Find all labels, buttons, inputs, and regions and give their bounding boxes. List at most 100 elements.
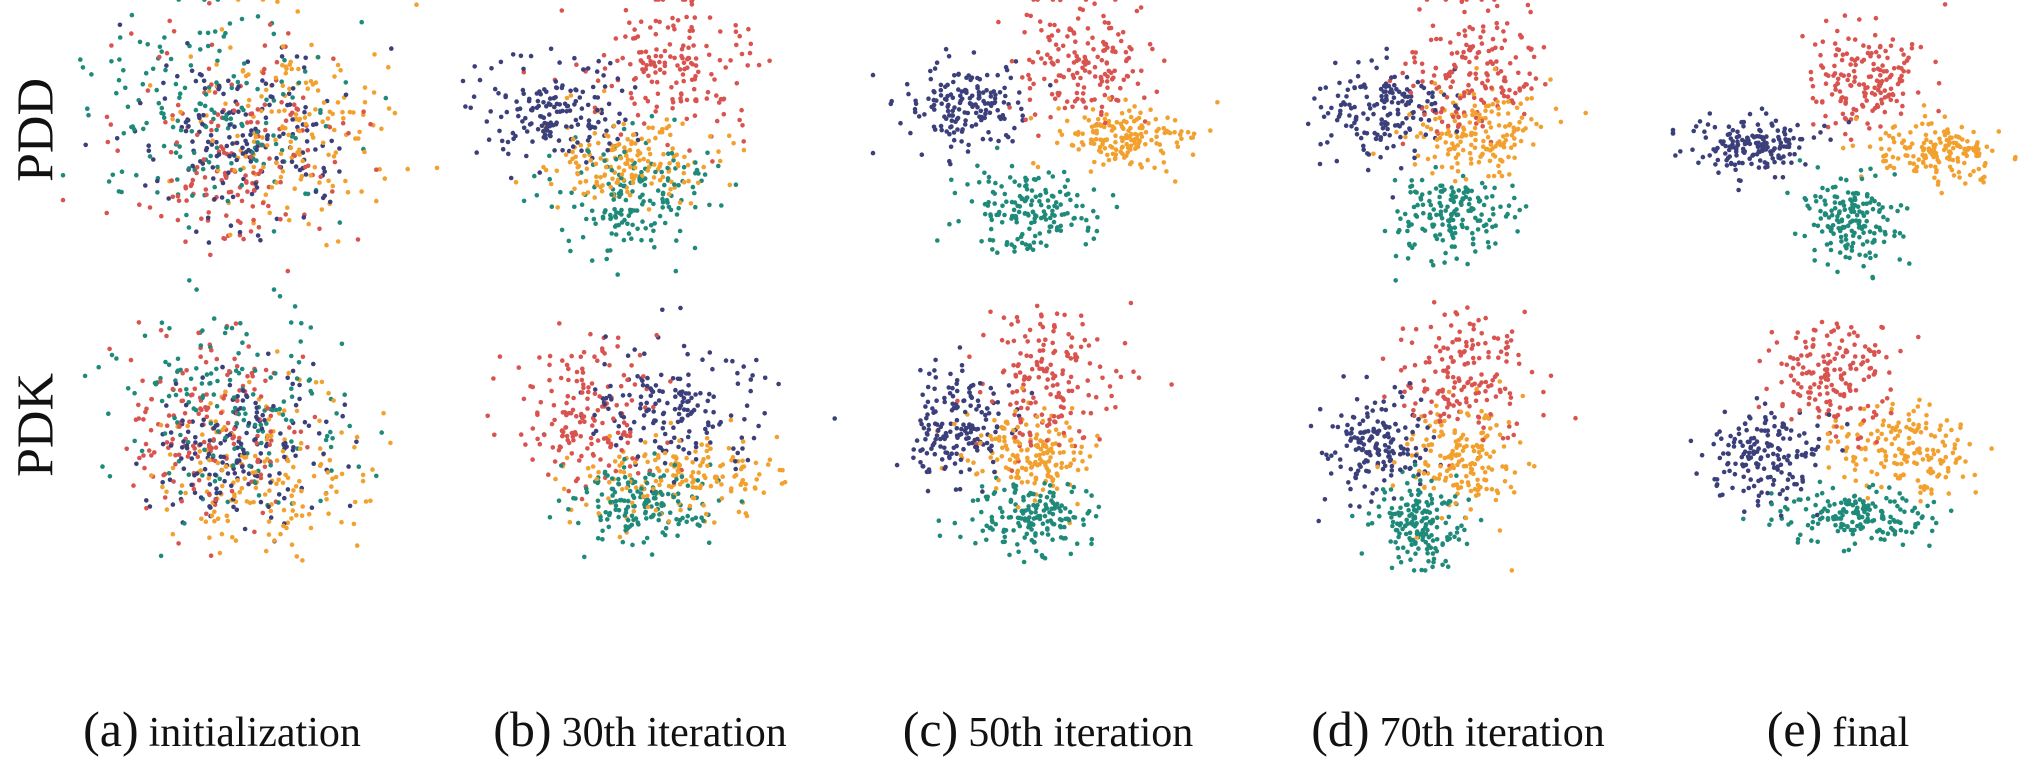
scatter-point: [714, 93, 719, 98]
scatter-point: [696, 180, 701, 186]
scatter-point: [1470, 236, 1476, 241]
scatter-point: [1873, 253, 1878, 259]
scatter-point: [1900, 103, 1905, 109]
scatter-point: [681, 180, 687, 185]
scatter-point: [714, 118, 720, 124]
scatter-point: [249, 128, 254, 133]
scatter-point: [538, 399, 544, 405]
scatter-point: [1119, 145, 1125, 150]
scatter-point: [570, 407, 576, 413]
scatter-point: [1066, 53, 1071, 59]
scatter-point: [1162, 58, 1167, 63]
scatter-point: [205, 30, 211, 36]
scatter-point: [345, 190, 351, 195]
scatter-point: [1143, 129, 1149, 135]
scatter-point: [145, 88, 151, 93]
scatter-point: [577, 95, 583, 100]
scatter-point: [327, 124, 333, 130]
scatter-point: [1215, 100, 1220, 105]
scatter-point: [1890, 135, 1896, 141]
scatter-point: [1835, 81, 1840, 86]
scatter-point: [382, 176, 388, 181]
scatter-point: [1035, 0, 1040, 2]
scatter-point: [1949, 135, 1954, 141]
scatter-point: [317, 180, 322, 185]
scatter-point: [711, 409, 716, 415]
scatter-point: [460, 78, 466, 84]
scatter-point: [1074, 203, 1079, 209]
scatter-point: [753, 460, 759, 466]
scatter-point: [947, 221, 952, 227]
scatter-point: [1129, 132, 1134, 137]
scatter-point: [258, 238, 263, 243]
scatter-point: [629, 236, 634, 241]
scatter-point: [1950, 145, 1956, 151]
scatter-point: [698, 390, 703, 396]
scatter-point: [202, 86, 208, 91]
scatter-point: [961, 446, 966, 452]
scatter-point: [1380, 125, 1386, 131]
scatter-point: [1364, 94, 1370, 100]
scatter-point: [1520, 128, 1526, 133]
scatter-point: [138, 100, 143, 106]
scatter-point: [234, 140, 240, 146]
scatter-point: [199, 381, 205, 386]
scatter-point: [255, 86, 260, 92]
scatter-point: [632, 27, 637, 32]
scatter-point: [602, 351, 607, 356]
scatter-point: [1842, 207, 1848, 212]
scatter-point: [552, 148, 557, 153]
scatter-point: [1506, 99, 1511, 104]
scatter-point: [287, 62, 293, 67]
scatter-point: [1374, 65, 1379, 71]
scatter-point: [1853, 107, 1859, 113]
scatter-point: [663, 525, 669, 531]
scatter-point: [177, 387, 183, 393]
scatter-point: [575, 171, 581, 177]
scatter-point: [1133, 146, 1138, 151]
scatter-panel-r0-c1: [460, 0, 772, 277]
scatter-point: [1431, 73, 1437, 78]
scatter-point: [1402, 211, 1408, 217]
scatter-point: [948, 92, 954, 97]
scatter-point: [638, 401, 644, 407]
scatter-point: [521, 396, 527, 402]
scatter-point: [347, 503, 353, 509]
scatter-point: [1865, 192, 1870, 197]
scatter-point: [566, 366, 571, 372]
scatter-point: [1047, 510, 1052, 515]
scatter-point: [595, 438, 601, 443]
scatter-point: [1121, 118, 1127, 124]
scatter-point: [951, 79, 956, 85]
scatter-point: [266, 504, 271, 510]
scatter-point: [693, 170, 698, 176]
scatter-point: [286, 370, 292, 376]
scatter-point: [168, 56, 174, 62]
scatter-point: [554, 168, 560, 174]
scatter-panel-r0-c0: [60, 0, 440, 283]
scatter-point: [547, 353, 553, 359]
scatter-point: [527, 96, 532, 102]
scatter-point: [209, 42, 215, 48]
scatter-point: [232, 446, 237, 452]
scatter-point: [1068, 356, 1074, 361]
scatter-point: [599, 492, 605, 497]
scatter-point: [1934, 154, 1939, 159]
scatter-point: [926, 427, 932, 432]
scatter-point: [255, 233, 261, 238]
scatter-point: [530, 426, 536, 431]
scatter-point: [1730, 128, 1736, 133]
scatter-point: [660, 426, 666, 431]
scatter-point: [278, 174, 284, 180]
scatter-point: [705, 89, 711, 95]
scatter-point: [973, 102, 978, 107]
scatter-point: [623, 7, 629, 13]
scatter-point: [1825, 262, 1831, 267]
scatter-point: [297, 478, 302, 484]
scatter-point: [274, 180, 279, 185]
scatter-point: [152, 450, 157, 455]
scatter-point: [250, 392, 256, 397]
scatter-point: [703, 511, 709, 517]
scatter-point: [630, 456, 635, 461]
scatter-point: [962, 110, 967, 115]
